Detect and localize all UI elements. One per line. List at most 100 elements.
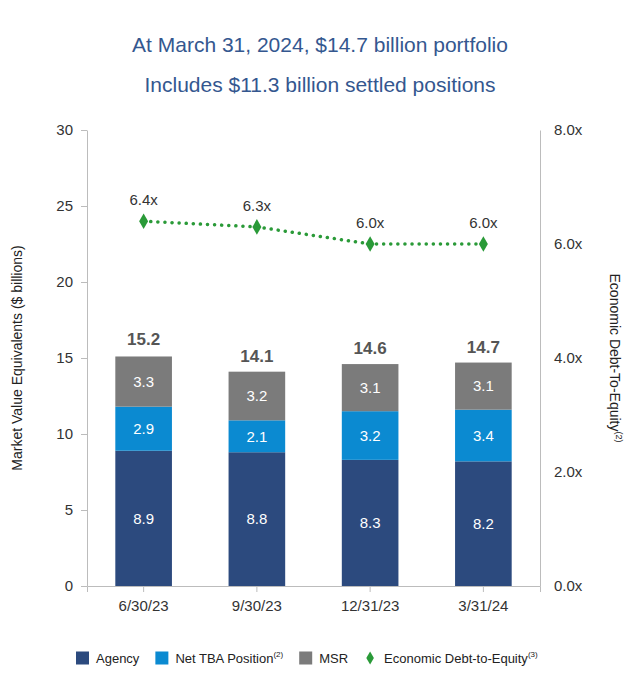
data-labels: 8.98.88.38.22.92.13.23.43.33.23.13.115.2…: [127, 191, 500, 532]
tick: 0: [65, 577, 87, 594]
legend: Agency Net TBA Position(2) MSR Economic Deb…: [76, 650, 538, 666]
tick: 5: [65, 501, 87, 518]
total-label: 14.1: [240, 347, 273, 366]
data-label: 3.1: [360, 379, 381, 396]
legend-text: Agency: [96, 651, 140, 666]
tick: 8.0x: [540, 121, 583, 138]
bar: [455, 461, 512, 586]
legend-item: MSR: [299, 651, 348, 666]
total-label: 15.2: [127, 330, 160, 349]
data-label: 2.1: [246, 428, 267, 445]
tick-label: 8.0x: [554, 121, 583, 138]
tick: 30: [56, 121, 87, 138]
tick: 12/31/23: [341, 586, 399, 614]
tick-label: 0.0x: [554, 577, 583, 594]
data-label: 3.3: [133, 373, 154, 390]
tick-mark: [483, 586, 484, 592]
tick-mark: [81, 130, 87, 131]
title: At March 31, 2024, $14.7 billion portfol…: [132, 33, 508, 56]
axis-line: [88, 587, 541, 593]
x-axis: 6/30/23 9/30/23 12/31/23 3/31/24: [88, 586, 541, 614]
legend-item: Economic Debt-to-Equity(3): [366, 650, 538, 666]
data-label: 3.2: [360, 427, 381, 444]
total-label: 14.6: [354, 339, 387, 358]
tick-mark: [81, 358, 87, 359]
bar: [229, 420, 286, 452]
data-label: 8.9: [133, 510, 154, 527]
tick-mark: [370, 586, 371, 592]
tick-label: 0: [65, 577, 73, 594]
legend-symbol: [299, 652, 312, 665]
data-label: 3.4: [473, 427, 494, 444]
tick: 3/31/24: [458, 586, 508, 614]
tick: 15: [56, 349, 87, 366]
data-label: 3.1: [473, 377, 494, 394]
legend-text: Economic Debt-to-Equity: [384, 651, 528, 666]
tick-mark: [81, 206, 87, 207]
tick-label: 30: [56, 121, 73, 138]
legend-label: Economic Debt-to-Equity(3): [384, 650, 538, 666]
tick-mark: [81, 586, 87, 587]
tick: 4.0x: [540, 349, 583, 366]
tick-label: 20: [56, 273, 73, 290]
bar: [229, 372, 286, 421]
tick-label: 10: [56, 425, 73, 442]
bar: [342, 364, 399, 411]
tick: 25: [56, 197, 87, 214]
bar: [342, 460, 399, 586]
data-label: 8.2: [473, 515, 494, 532]
tick-label: 15: [56, 349, 73, 366]
footnote: (2): [614, 431, 624, 442]
data-label: 6.0x: [356, 214, 385, 231]
legend-symbol: [366, 651, 374, 664]
y-axis: 0 5 10 15 20 25 30: [56, 121, 87, 594]
tick-label: 4.0x: [554, 349, 583, 366]
legend-symbol: [155, 652, 168, 665]
axis-line: [87, 131, 88, 587]
plot-area: [115, 213, 511, 586]
y2-axis-title-text: Economic Debt-To-Equity: [607, 274, 623, 432]
marker: [479, 236, 488, 252]
legend-item: Net TBA Position(2): [155, 650, 283, 666]
legend-text: MSR: [319, 651, 348, 666]
data-label: 6.0x: [469, 214, 498, 231]
data-label: 6.3x: [243, 197, 272, 214]
total-label: 14.7: [467, 338, 500, 357]
y-axis-title: Market Value Equivalents ($ billions): [9, 245, 25, 470]
chart: At March 31, 2024, $14.7 billion portfol…: [0, 0, 640, 680]
tick: 6.0x: [540, 235, 583, 252]
tick-label: 2.0x: [554, 463, 583, 480]
tick-mark: [256, 586, 257, 592]
axis-line: [540, 131, 541, 587]
tick: 10: [56, 425, 87, 442]
marker: [252, 219, 261, 235]
tick: 2.0x: [540, 463, 583, 480]
legend-label: MSR: [319, 651, 348, 666]
data-label: 2.9: [133, 420, 154, 437]
tick-label: 3/31/24: [458, 597, 508, 614]
tick-mark: [81, 510, 87, 511]
footnote: (2): [273, 650, 283, 659]
bar: [229, 452, 286, 586]
tick-label: 9/30/23: [232, 597, 282, 614]
bar: [115, 356, 172, 406]
tick-mark: [81, 434, 87, 435]
tick: 6/30/23: [119, 586, 169, 614]
data-label: 6.4x: [129, 191, 158, 208]
bar: [342, 411, 399, 460]
data-label: 8.3: [360, 514, 381, 531]
bar: [115, 407, 172, 451]
y2-axis-title: Economic Debt-To-Equity(2): [607, 274, 624, 443]
marker: [139, 213, 148, 229]
tick-mark: [143, 586, 144, 592]
tick-mark: [81, 282, 87, 283]
bar: [455, 363, 512, 410]
tick-label: 6.0x: [554, 235, 583, 252]
tick-label: 6/30/23: [119, 597, 169, 614]
bar: [115, 451, 172, 586]
subtitle: Includes $11.3 billion settled positions: [144, 73, 495, 96]
tick: 0.0x: [540, 577, 583, 594]
marker: [366, 236, 375, 252]
tick-label: 12/31/23: [341, 597, 399, 614]
legend-text: Net TBA Position: [175, 651, 273, 666]
